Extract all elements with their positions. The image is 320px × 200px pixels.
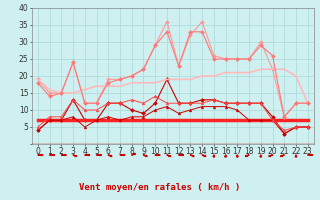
Text: Vent moyen/en rafales ( km/h ): Vent moyen/en rafales ( km/h ) bbox=[79, 183, 241, 192]
